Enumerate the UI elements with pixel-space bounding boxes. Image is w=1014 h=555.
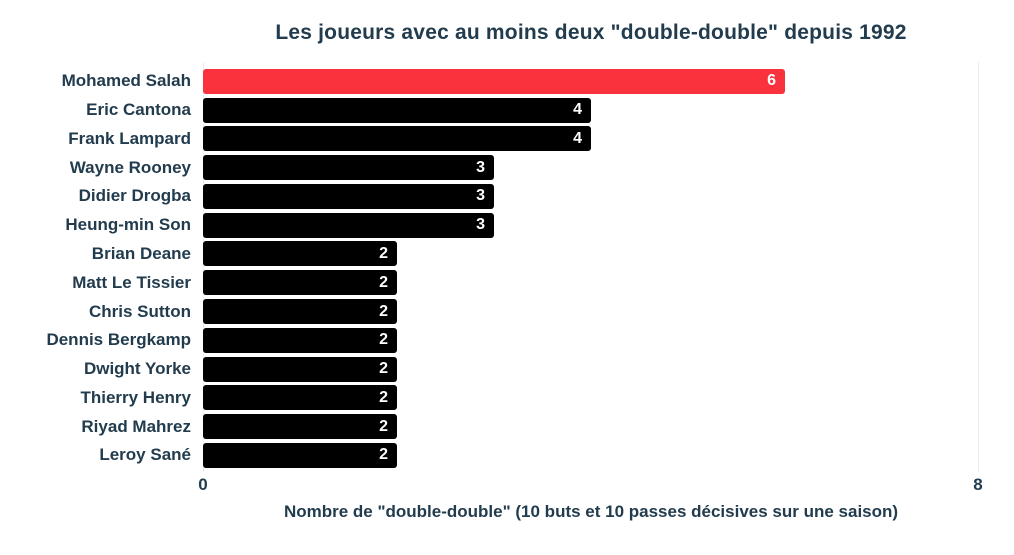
bar-wayne-rooney: 3 <box>203 155 494 181</box>
bar-heung-min-son: 3 <box>203 212 494 238</box>
bar-rows: Mohamed Salah 6 Eric Cantona 4 Frank Lampard… <box>0 67 1014 470</box>
category-label: Frank Lampard <box>68 128 191 148</box>
chart-title: Les joueurs avec au moins deux "double-d… <box>275 21 907 44</box>
chart-row: Didier Drogba 3 <box>0 182 1014 211</box>
bar-track: 3 <box>203 183 979 209</box>
value-label: 2 <box>379 417 388 435</box>
value-label: 2 <box>379 244 388 262</box>
bar-chris-sutton: 2 <box>203 299 397 324</box>
gridline-x0 <box>203 62 204 472</box>
bar-dennis-bergkamp: 2 <box>203 327 397 353</box>
bar-brian-deane: 2 <box>203 241 397 267</box>
bar-track: 4 <box>203 97 979 123</box>
bar-mohamed-salah: 6 <box>203 68 785 94</box>
chart-row: Chris Sutton 2 <box>0 297 1014 326</box>
chart-row: Thierry Henry 2 <box>0 383 1014 412</box>
value-label: 6 <box>767 72 776 90</box>
category-label: Riyad Mahrez <box>81 416 191 436</box>
chart-row: Matt Le Tissier 2 <box>0 268 1014 297</box>
bar-track: 2 <box>203 442 979 468</box>
value-label: 3 <box>476 158 485 176</box>
value-label: 4 <box>573 101 582 119</box>
bar-track: 4 <box>203 126 979 152</box>
bar-leroy-san-: 2 <box>203 442 397 468</box>
x-axis-label: Nombre de "double-double" (10 buts et 10… <box>283 502 899 521</box>
value-label: 4 <box>573 129 582 147</box>
gridline-x8 <box>978 62 979 472</box>
category-label: Didier Drogba <box>78 186 191 206</box>
bar-track: 2 <box>203 356 979 382</box>
bar-eric-cantona: 4 <box>203 97 591 123</box>
chart-row: Wayne Rooney 3 <box>0 153 1014 182</box>
bar-matt-le-tissier: 2 <box>203 270 397 296</box>
bar-track: 2 <box>203 327 979 353</box>
bar-track: 2 <box>203 385 979 411</box>
bar-track: 2 <box>203 241 979 267</box>
category-label: Matt Le Tissier <box>72 272 191 292</box>
bar-dwight-yorke: 2 <box>203 356 397 382</box>
chart-row: Frank Lampard 4 <box>0 125 1014 154</box>
chart-row: Mohamed Salah 6 <box>0 67 1014 96</box>
category-label: Eric Cantona <box>86 100 191 120</box>
value-label: 2 <box>379 360 388 378</box>
bar-track: 6 <box>203 68 979 94</box>
bar-track: 3 <box>203 155 979 181</box>
chart-row: Heung-min Son 3 <box>0 211 1014 240</box>
chart-row: Riyad Mahrez 2 <box>0 412 1014 441</box>
bar-thierry-henry: 2 <box>203 385 397 411</box>
chart-row: Leroy Sané 2 <box>0 441 1014 470</box>
bar-didier-drogba: 3 <box>203 183 494 209</box>
bar-track: 3 <box>203 212 979 238</box>
chart-row: Dwight Yorke 2 <box>0 355 1014 384</box>
category-label: Chris Sutton <box>89 301 191 321</box>
chart-row: Dennis Bergkamp 2 <box>0 326 1014 355</box>
value-label: 2 <box>379 273 388 291</box>
value-label: 2 <box>379 331 388 349</box>
category-label: Dennis Bergkamp <box>46 330 191 350</box>
x-axis-tick-0: 0 <box>198 475 208 494</box>
bar-riyad-mahrez: 2 <box>203 414 397 440</box>
value-label: 3 <box>476 216 485 234</box>
bar-track: 2 <box>203 414 979 440</box>
bar-track: 2 <box>203 270 979 296</box>
bar-frank-lampard: 4 <box>203 126 591 152</box>
x-axis-tick-8: 8 <box>973 475 983 494</box>
value-label: 2 <box>379 302 388 320</box>
category-label: Wayne Rooney <box>69 157 191 177</box>
value-label: 2 <box>379 446 388 464</box>
category-label: Thierry Henry <box>80 387 191 407</box>
category-label: Leroy Sané <box>99 445 191 465</box>
value-label: 3 <box>476 187 485 205</box>
bar-track: 2 <box>203 299 979 324</box>
category-label: Heung-min Son <box>65 215 191 235</box>
category-label: Mohamed Salah <box>61 71 191 91</box>
value-label: 2 <box>379 388 388 406</box>
chart-row: Brian Deane 2 <box>0 240 1014 269</box>
plot-area: Mohamed Salah 6 Eric Cantona 4 Frank Lampard… <box>0 62 1014 472</box>
chart-row: Eric Cantona 4 <box>0 96 1014 125</box>
category-label: Dwight Yorke <box>83 359 191 379</box>
category-label: Brian Deane <box>91 243 191 263</box>
